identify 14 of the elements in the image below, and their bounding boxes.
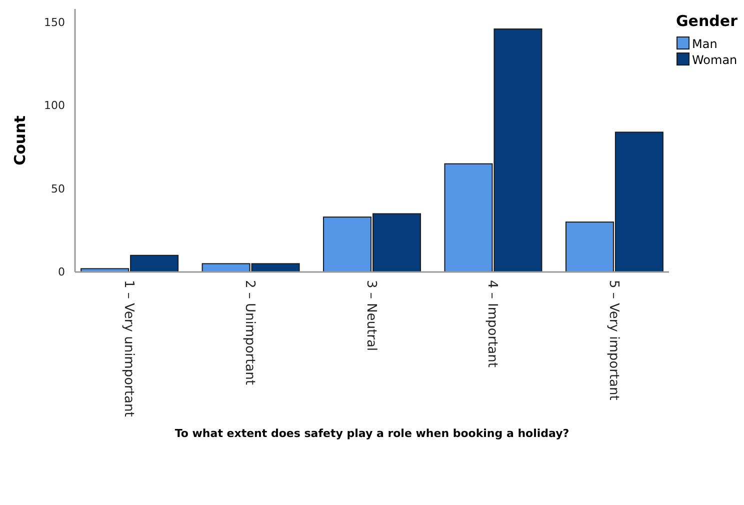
- x-tick-label: 1 – Very unimportant: [121, 280, 136, 417]
- x-tick-label: 4 – Important: [484, 280, 500, 368]
- y-axis-title: Count: [11, 116, 29, 166]
- x-tick-label: 2 – Unimportant: [242, 280, 258, 386]
- y-tick-label: 50: [51, 182, 65, 196]
- y-tick-label: 100: [44, 99, 65, 112]
- x-tick-label: 5 – Very important: [606, 280, 621, 400]
- x-axis-title: To what extent does safety play a role when booking a holiday?: [174, 426, 570, 440]
- y-tick-label: 0: [58, 266, 65, 279]
- legend-label: Man: [692, 37, 718, 51]
- x-tick-label: 3 – Neutral: [363, 280, 378, 352]
- legend-title: Gender: [676, 12, 738, 30]
- y-tick-label: 150: [44, 16, 65, 29]
- legend-label: Woman: [692, 53, 738, 67]
